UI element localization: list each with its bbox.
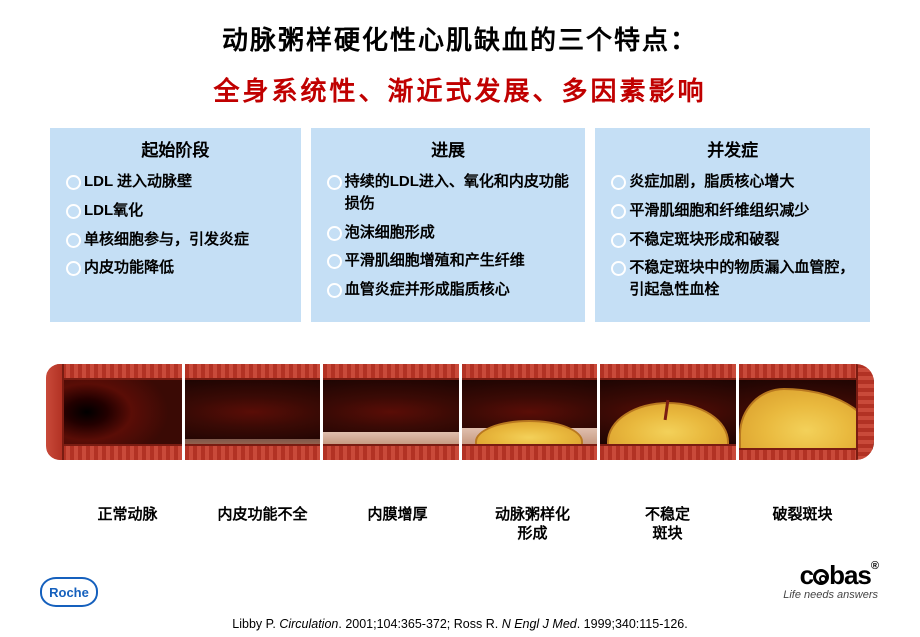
artery-segment-ruptured-plaque — [739, 364, 875, 460]
panel-complication: 并发症 炎症加剧，脂质核心增大 平滑肌细胞和纤维组织减少 不稳定斑块形成和破裂 … — [595, 128, 870, 322]
citation-text: . 2001;104:365-372; Ross R. — [338, 617, 501, 631]
citation-text: Libby P. — [232, 617, 279, 631]
bullet: 不稳定斑块中的物质漏入血管腔，引起急性血栓 — [611, 257, 858, 301]
stage-panels: 起始阶段 LDL 进入动脉壁 LDL氧化 单核细胞参与，引发炎症 内皮功能降低 … — [40, 128, 880, 322]
stage-label: 动脉粥样化形成 — [465, 506, 600, 544]
citation: Libby P. Circulation. 2001;104:365-372; … — [0, 617, 920, 631]
stage-label: 内皮功能不全 — [195, 506, 330, 544]
panel-title: 并发症 — [607, 136, 858, 161]
slide-title: 动脉粥样硬化性心肌缺血的三个特点： — [40, 20, 880, 57]
artery-segment-normal — [46, 364, 185, 460]
artery-segment-intimal-thickening — [323, 364, 462, 460]
stage-label: 破裂斑块 — [735, 506, 870, 544]
bullet: LDL氧化 — [66, 200, 289, 222]
panel-title: 进展 — [323, 136, 574, 161]
citation-journal: Circulation — [279, 617, 338, 631]
roche-logo: Roche — [40, 577, 98, 607]
panel-progression: 进展 持续的LDL进入、氧化和内皮功能损伤 泡沫细胞形成 平滑肌细胞增殖和产生纤… — [311, 128, 586, 322]
artery-diagram — [40, 342, 880, 482]
cobas-text: bas — [829, 560, 871, 590]
artery-segment-atheroma — [462, 364, 601, 460]
bullet: 单核细胞参与，引发炎症 — [66, 229, 289, 251]
cobas-logo: cbas® Life needs answers — [783, 560, 878, 601]
citation-text: . 1999;340:115-126. — [577, 617, 688, 631]
cobas-ring-icon — [813, 569, 829, 585]
stage-label: 正常动脉 — [60, 506, 195, 544]
bullet: 平滑肌细胞增殖和产生纤维 — [327, 250, 574, 272]
bullet: LDL 进入动脉壁 — [66, 171, 289, 193]
bullet: 平滑肌细胞和纤维组织减少 — [611, 200, 858, 222]
panel-title: 起始阶段 — [62, 136, 289, 161]
artery-segment-endothelial-dysfunction — [185, 364, 324, 460]
slide-subtitle: 全身系统性、渐近式发展、多因素影响 — [40, 71, 880, 108]
panel-initiation: 起始阶段 LDL 进入动脉壁 LDL氧化 单核细胞参与，引发炎症 内皮功能降低 — [50, 128, 301, 322]
bullet: 不稳定斑块形成和破裂 — [611, 229, 858, 251]
stage-label: 不稳定斑块 — [600, 506, 735, 544]
bullet: 泡沫细胞形成 — [327, 222, 574, 244]
bullet: 血管炎症并形成脂质核心 — [327, 279, 574, 301]
artery-segment-unstable-plaque — [600, 364, 739, 460]
bullet: 内皮功能降低 — [66, 257, 289, 279]
registered-mark: ® — [871, 560, 878, 572]
cobas-tagline: Life needs answers — [783, 589, 878, 601]
stage-label: 内膜增厚 — [330, 506, 465, 544]
cobas-text: c — [800, 560, 813, 590]
bullet: 持续的LDL进入、氧化和内皮功能损伤 — [327, 171, 574, 215]
bullet: 炎症加剧，脂质核心增大 — [611, 171, 858, 193]
citation-journal: N Engl J Med — [502, 617, 577, 631]
stage-labels: 正常动脉 内皮功能不全 内膜增厚 动脉粥样化形成 不稳定斑块 破裂斑块 — [0, 506, 920, 544]
